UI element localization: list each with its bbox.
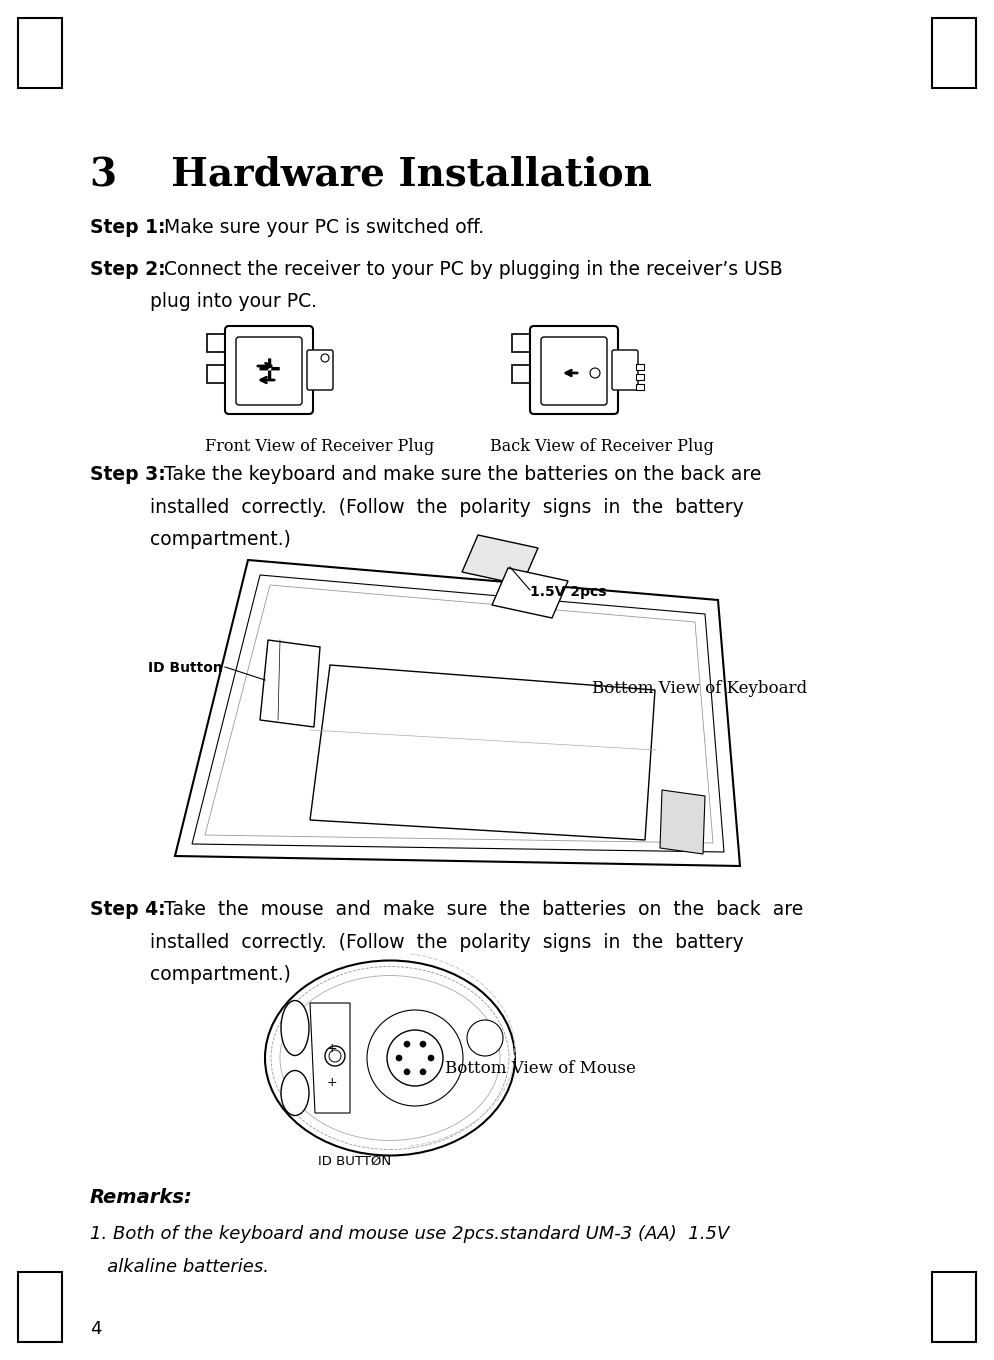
Text: Step 4:: Step 4: [90, 900, 166, 919]
Text: 4: 4 [90, 1321, 101, 1338]
FancyBboxPatch shape [612, 350, 638, 390]
Polygon shape [310, 1004, 350, 1112]
Text: Make sure your PC is switched off.: Make sure your PC is switched off. [158, 218, 484, 237]
Circle shape [404, 1042, 410, 1047]
Bar [18, 1272, 62, 1342]
Text: ID Button: ID Button [148, 661, 223, 675]
Text: +: + [327, 1077, 337, 1089]
Polygon shape [192, 575, 724, 851]
Bar [636, 384, 644, 390]
Text: Take the keyboard and make sure the batteries on the back are: Take the keyboard and make sure the batt… [158, 465, 761, 484]
Circle shape [325, 1046, 345, 1066]
Bar [207, 335, 229, 352]
Text: Connect the receiver to your PC by plugging in the receiver’s USB: Connect the receiver to your PC by plugg… [158, 260, 782, 279]
Ellipse shape [281, 1070, 309, 1115]
Ellipse shape [265, 960, 515, 1156]
Polygon shape [175, 560, 740, 866]
Circle shape [329, 1050, 341, 1062]
Text: ✛: ✛ [257, 356, 280, 385]
Circle shape [396, 1055, 402, 1061]
Bar [636, 374, 644, 379]
Text: Remarks:: Remarks: [90, 1189, 193, 1208]
Text: +: + [327, 1042, 337, 1054]
Polygon shape [310, 665, 655, 840]
Text: Step 2:: Step 2: [90, 260, 166, 279]
Ellipse shape [271, 967, 509, 1149]
Text: Take  the  mouse  and  make  sure  the  batteries  on  the  back  are: Take the mouse and make sure the batteri… [158, 900, 803, 919]
Text: Step 3:: Step 3: [90, 465, 166, 484]
Bar [207, 364, 229, 384]
Text: Front View of Receiver Plug: Front View of Receiver Plug [205, 438, 434, 456]
FancyBboxPatch shape [541, 337, 607, 405]
Text: plug into your PC.: plug into your PC. [90, 292, 317, 311]
Circle shape [428, 1055, 434, 1061]
Circle shape [367, 1010, 463, 1106]
Text: compartment.): compartment.) [90, 530, 291, 549]
Text: Step 1:: Step 1: [90, 218, 165, 237]
Circle shape [387, 1030, 443, 1087]
Text: installed  correctly.  (Follow  the  polarity  signs  in  the  battery: installed correctly. (Follow the polarit… [90, 498, 744, 517]
Polygon shape [660, 790, 705, 854]
Polygon shape [260, 641, 320, 728]
Bar [932, 1272, 976, 1342]
Bar [18, 18, 62, 88]
Polygon shape [205, 585, 713, 843]
Circle shape [420, 1042, 426, 1047]
FancyBboxPatch shape [530, 326, 618, 413]
Circle shape [420, 1069, 426, 1074]
Text: 1. Both of the keyboard and mouse use 2pcs.standard UM-3 (AA)  1.5V: 1. Both of the keyboard and mouse use 2p… [90, 1225, 730, 1243]
Polygon shape [492, 568, 568, 617]
Text: compartment.): compartment.) [90, 966, 291, 985]
FancyBboxPatch shape [225, 326, 313, 413]
Text: Bottom View of Mouse: Bottom View of Mouse [445, 1059, 636, 1077]
FancyBboxPatch shape [236, 337, 302, 405]
Ellipse shape [281, 1001, 309, 1055]
Text: 1.5V 2pcs: 1.5V 2pcs [530, 585, 606, 598]
Text: installed  correctly.  (Follow  the  polarity  signs  in  the  battery: installed correctly. (Follow the polarit… [90, 933, 744, 952]
Bar [512, 364, 534, 384]
Text: 3    Hardware Installation: 3 Hardware Installation [90, 155, 652, 193]
Circle shape [404, 1069, 410, 1074]
Circle shape [467, 1020, 503, 1055]
Text: Bottom View of Keyboard: Bottom View of Keyboard [592, 680, 807, 696]
Circle shape [590, 369, 600, 378]
Text: alkaline batteries.: alkaline batteries. [90, 1258, 269, 1276]
Bar [636, 364, 644, 370]
Circle shape [321, 354, 329, 362]
Text: ID BUTTØN: ID BUTTØN [318, 1155, 392, 1168]
Bar [932, 18, 976, 88]
FancyBboxPatch shape [307, 350, 333, 390]
Bar [512, 335, 534, 352]
Ellipse shape [280, 975, 500, 1141]
Text: Back View of Receiver Plug: Back View of Receiver Plug [490, 438, 714, 456]
Polygon shape [462, 534, 538, 585]
Ellipse shape [390, 1034, 440, 1083]
